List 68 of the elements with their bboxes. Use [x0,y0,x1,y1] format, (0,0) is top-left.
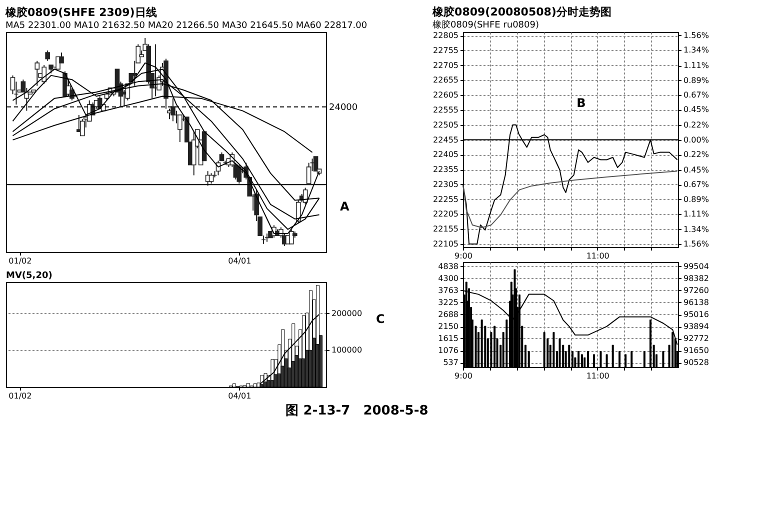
x-tick-label: 9:00 [454,252,472,260]
y2-tick-label: 98382 [684,274,709,283]
y2-tick-label: 95016 [684,310,709,319]
x-tick-label: 01/02 [8,256,32,266]
y-tick-label: 4838 [438,262,458,271]
y-tick-label: 537 [443,358,458,368]
y-tick-label: 22805 [433,31,458,40]
x-tick-label: 11:00 [586,372,610,380]
y-tick-label: 200000 [332,308,362,318]
y2-tick-label: 1.56% [684,30,710,40]
y-tick-label: 2150 [438,322,458,332]
y2-tick-label: 0.67% [684,180,710,190]
chart-title: 橡胶0809(SHFE 2309)日线 [4,6,157,19]
y2-tick-label: 1.34% [684,46,710,55]
y2-tick-label: 1.56% [684,240,710,249]
text: 24000 [329,102,358,113]
y-tick-label: 22205 [433,210,458,219]
y2-tick-label: 1.11% [684,210,710,219]
x-tick-label: 01/02 [8,392,32,400]
y2-tick-label: 0.45% [684,165,710,174]
y2-tick-label: 1.34% [684,224,710,234]
y2-tick-label: 99504 [684,262,709,271]
caption: 图 2-13-7 2008-5-8 [286,404,428,418]
chart-subtitle: MA5 22301.00 MA10 21632.50 MA20 21266.50 MA30 21645.50 MA60 22817.00 [6,21,368,31]
y2-tick-label: 97260 [684,286,709,295]
y2-tick-label: 1.11% [684,61,710,70]
x-tick-label: 11:00 [586,252,610,260]
y2-tick-label: 0.22% [684,120,710,130]
y2-tick-label: 91650 [684,346,709,356]
y-tick-label: 22155 [433,224,458,234]
y-tick-label: 3225 [438,298,458,307]
y2-tick-label: 0.22% [684,150,710,160]
y-tick-label: 22105 [433,240,458,249]
y2-tick-label: 96138 [684,298,709,307]
y-tick-label: 22305 [433,180,458,189]
text: A [340,200,350,214]
y-tick-label: 22705 [433,60,458,70]
annotation: B [576,96,586,110]
y2-tick-label: 0.67% [684,90,710,100]
y-tick-label: 22505 [433,120,458,130]
x-tick-label: 9:00 [454,372,472,380]
y-tick-label: 100000 [332,346,362,355]
y2-tick-label: 0.89% [684,76,710,85]
y-tick-label: 1076 [438,346,458,356]
y-tick-label: 22605 [433,90,458,100]
y-tick-label: 22455 [433,135,458,144]
chart-subtitle: 橡胶0809(SHFE ru0809) [432,19,540,30]
y-tick-label: 22655 [433,76,458,85]
chart-title: MV(5,20) [6,271,52,281]
y-tick-label: 3763 [438,286,458,295]
y-tick-label: 22755 [433,46,458,55]
y-tick-label: 4300 [438,274,458,283]
x-tick-label: 04/01 [228,392,252,400]
x-tick-label: 04/01 [228,256,252,266]
y-tick-label: 2688 [438,310,458,319]
chart-title: 橡胶0809(20080508)分时走势图 [432,5,612,18]
y-tick-label: 22355 [433,165,458,174]
y-tick-label: 22555 [433,106,458,115]
y2-tick-label: 0.45% [684,105,710,114]
y-tick-label: 22255 [433,194,458,204]
y2-tick-label: 0.00% [684,135,710,144]
y2-tick-label: 90528 [684,358,709,368]
y-tick-label: 22405 [433,150,458,160]
y2-tick-label: 93894 [684,322,709,332]
y2-tick-label: 0.89% [684,194,710,204]
y2-tick-label: 92772 [684,334,709,344]
text: C [376,312,385,326]
y-tick-label: 1615 [438,334,458,343]
